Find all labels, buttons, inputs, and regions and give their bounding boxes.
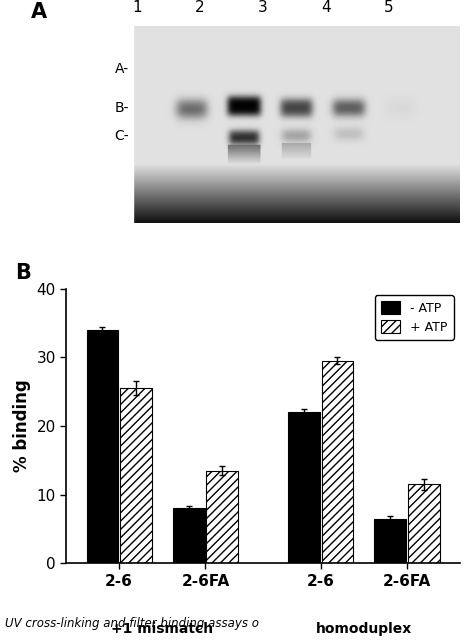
Bar [374, 518, 406, 563]
Text: 1: 1 [132, 0, 142, 15]
Text: A-: A- [115, 61, 129, 76]
Y-axis label: % binding: % binding [13, 380, 31, 472]
Text: 5: 5 [384, 0, 394, 15]
Text: C-: C- [115, 129, 129, 143]
Text: B-: B- [115, 101, 129, 115]
Text: homoduplex: homoduplex [316, 621, 412, 636]
Bar [66, 26, 133, 223]
Bar [207, 470, 238, 563]
Legend: - ATP, + ATP: - ATP, + ATP [375, 295, 454, 340]
Bar [321, 361, 353, 563]
Text: 4: 4 [321, 0, 331, 15]
Text: 3: 3 [258, 0, 268, 15]
Text: +1 mismatch: +1 mismatch [111, 621, 213, 636]
Text: 2: 2 [195, 0, 205, 15]
Bar [120, 388, 152, 563]
Bar [408, 484, 439, 563]
Text: UV cross-linking and filter binding assays o: UV cross-linking and filter binding assa… [5, 618, 259, 630]
Bar [87, 330, 118, 563]
Bar [173, 508, 205, 563]
Text: B: B [15, 263, 31, 284]
Bar [288, 412, 319, 563]
Text: A: A [31, 2, 47, 22]
